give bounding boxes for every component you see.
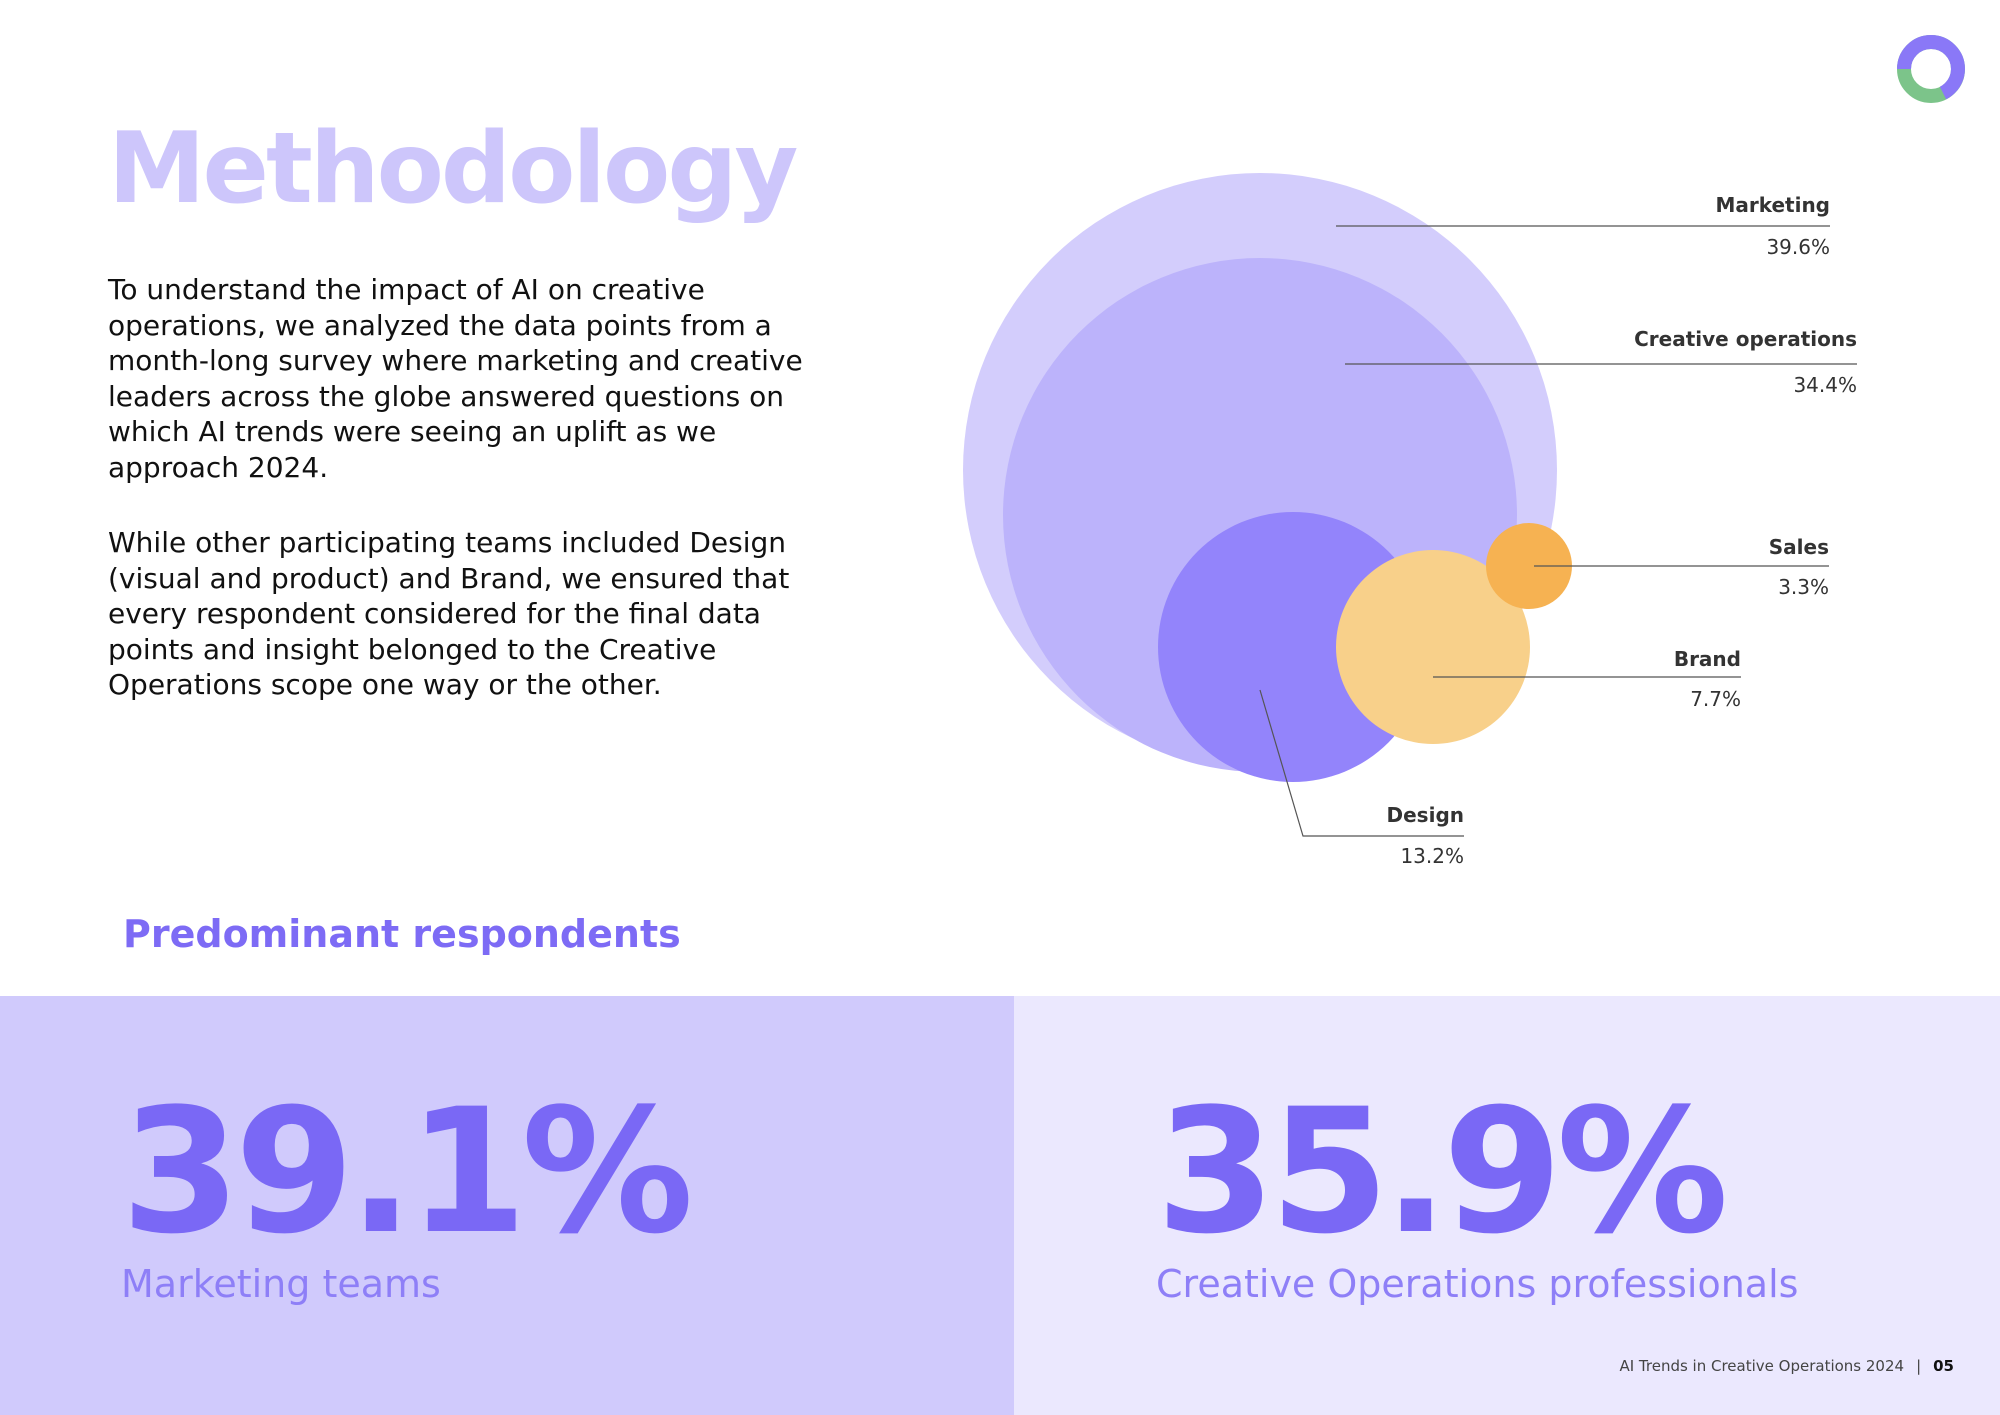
stat-label-creative-operations: Creative Operations professionals	[1156, 1262, 1799, 1306]
page-footer: AI Trends in Creative Operations 2024 | 05	[1619, 1357, 1954, 1375]
leaders-layer: Marketing 39.6% Creative operations 34.4…	[1259, 193, 1857, 868]
stat-panel-marketing: 39.1% Marketing teams	[0, 996, 1014, 1415]
bubble-design	[1158, 512, 1428, 782]
label-sales: Sales	[1769, 535, 1829, 559]
label-brand: Brand	[1674, 647, 1741, 671]
page-title: Methodology	[108, 112, 798, 226]
intro-text: To understand the impact of AI on creati…	[108, 272, 828, 743]
footer-separator: |	[1916, 1357, 1922, 1375]
value-creative-operations: 34.4%	[1793, 373, 1857, 397]
leader-line-design	[1259, 689, 1464, 837]
bubbles-layer	[963, 173, 1572, 782]
value-brand: 7.7%	[1690, 687, 1741, 711]
label-design: Design	[1387, 803, 1464, 827]
page-number: 05	[1933, 1357, 1954, 1375]
bubble-sales	[1486, 523, 1572, 609]
value-sales: 3.3%	[1778, 575, 1829, 599]
intro-paragraph-2: While other participating teams included…	[108, 526, 790, 701]
intro-paragraph-1: To understand the impact of AI on creati…	[108, 273, 803, 484]
stat-panel-creative-operations: 35.9% Creative Operations professionals	[1014, 996, 2000, 1415]
stat-value-creative-operations: 35.9%	[1156, 1071, 1729, 1272]
ring-logo-icon	[1897, 35, 1966, 103]
stat-value-marketing: 39.1%	[121, 1071, 694, 1272]
respondents-bubble-chart: Marketing 39.6% Creative operations 34.4…	[963, 173, 1857, 868]
value-marketing: 39.6%	[1766, 235, 1830, 259]
stat-label-marketing: Marketing teams	[121, 1262, 441, 1306]
bubble-brand	[1336, 550, 1530, 744]
value-design: 13.2%	[1400, 844, 1464, 868]
footer-report-title: AI Trends in Creative Operations 2024	[1619, 1357, 1905, 1375]
label-creative-operations: Creative operations	[1634, 327, 1857, 351]
section-heading: Predominant respondents	[123, 912, 681, 956]
label-marketing: Marketing	[1715, 193, 1830, 217]
